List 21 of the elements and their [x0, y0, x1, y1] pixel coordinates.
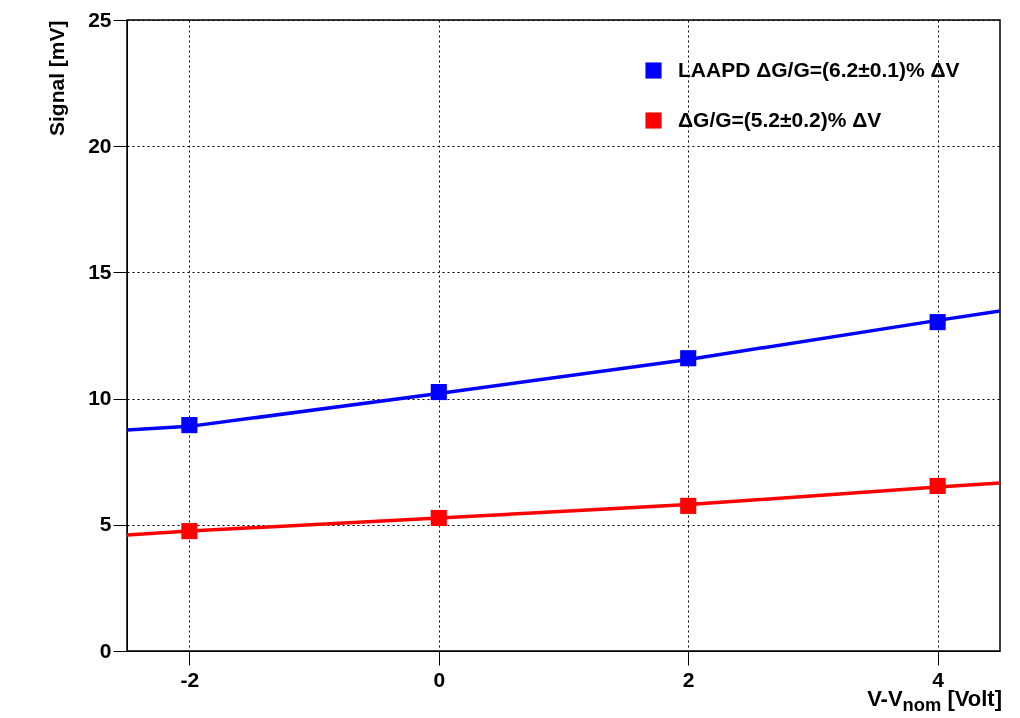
point — [680, 350, 697, 367]
point — [181, 523, 198, 540]
point — [430, 509, 447, 527]
y-tick-label: 20 — [88, 133, 112, 157]
point — [680, 497, 697, 514]
y-tick-label: 10 — [88, 386, 112, 410]
line-series — [125, 309, 1002, 432]
point — [929, 314, 946, 331]
point — [181, 417, 198, 434]
x-tick-label: 0 — [433, 667, 446, 691]
x-tick-label: 2 — [682, 667, 695, 691]
point — [929, 477, 946, 494]
y-tick-label: 15 — [88, 259, 112, 283]
y-tick-label: 25 — [88, 7, 112, 31]
x-tick-label: -2 — [180, 667, 200, 691]
y-tick-label: 5 — [99, 512, 112, 536]
point — [430, 383, 447, 401]
legend-label: LAAPD ΔG/G=(6.2±0.1)% ΔV — [678, 57, 960, 81]
legend-label: ΔG/G=(5.2±0.2)% ΔV — [678, 107, 882, 131]
y-tick-label: 0 — [99, 638, 112, 662]
y-axis-title: Signal [mV] — [45, 20, 69, 137]
